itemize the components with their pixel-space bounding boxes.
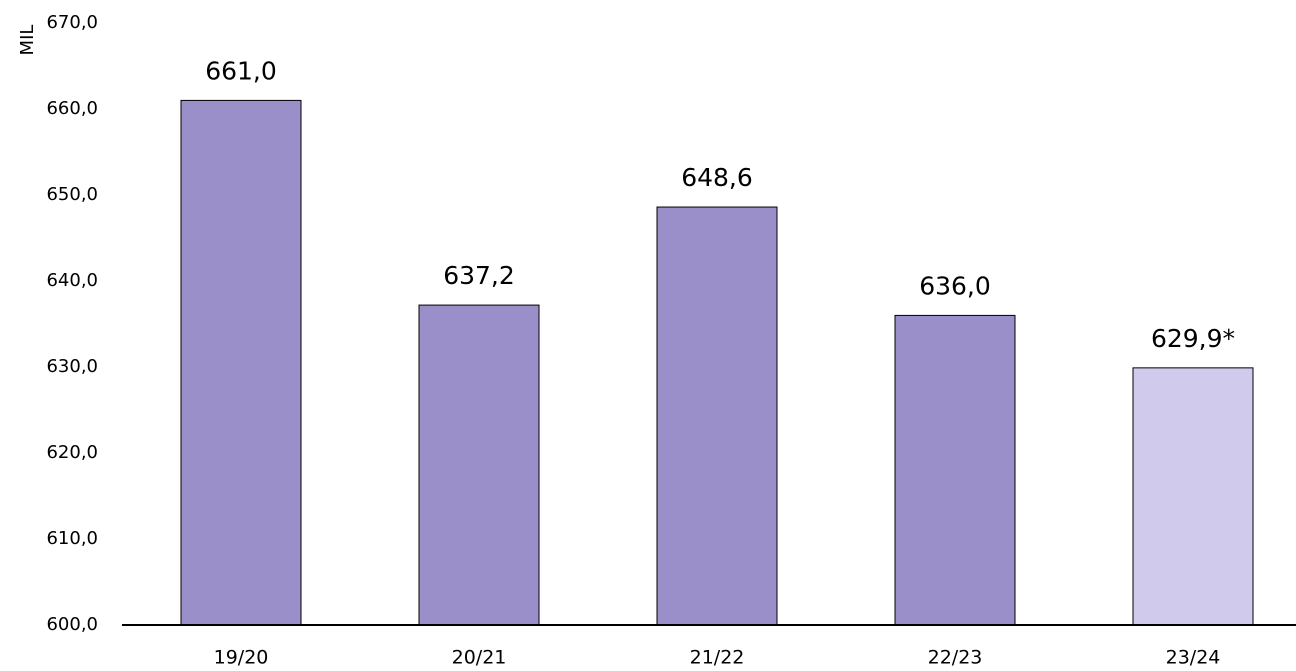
x-tick-label: 20/21 [452, 647, 507, 669]
value-label: 661,0 [205, 56, 277, 85]
y-tick-label: 670,0 [46, 12, 98, 33]
y-tick-label: 610,0 [46, 528, 98, 549]
value-label: 629,9* [1151, 324, 1235, 353]
bar [656, 206, 778, 626]
y-tick-label: 600,0 [46, 614, 98, 635]
x-tick-label: 21/22 [690, 647, 745, 669]
y-tick-label: 630,0 [46, 356, 98, 377]
x-tick-label: 23/24 [1166, 647, 1221, 669]
y-tick-label: 660,0 [46, 98, 98, 119]
x-tick-label: 22/23 [928, 647, 983, 669]
y-tick-label: 620,0 [46, 442, 98, 463]
bar [418, 304, 540, 626]
bar [180, 99, 302, 626]
bar [1132, 367, 1254, 626]
value-label: 637,2 [443, 261, 515, 290]
y-axis-label: MIL [17, 25, 38, 56]
value-label: 636,0 [919, 271, 991, 300]
value-label: 648,6 [681, 163, 753, 192]
y-tick-label: 640,0 [46, 270, 98, 291]
y-tick-label: 650,0 [46, 184, 98, 205]
bar [894, 314, 1016, 626]
x-tick-label: 19/20 [214, 647, 269, 669]
